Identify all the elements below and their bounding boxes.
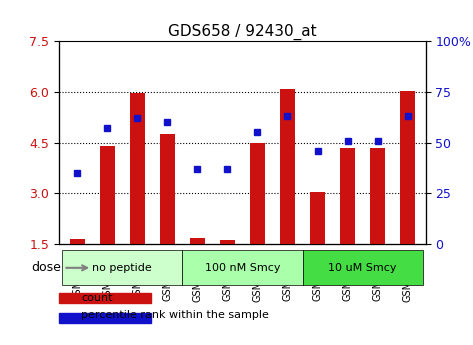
- Bar: [400, 91, 415, 244]
- Bar: [130, 93, 145, 244]
- Text: 10 uM Smcy: 10 uM Smcy: [328, 263, 397, 273]
- Text: 100 nM Smcy: 100 nM Smcy: [205, 263, 280, 273]
- FancyBboxPatch shape: [62, 250, 182, 285]
- Title: GDS658 / 92430_at: GDS658 / 92430_at: [168, 24, 317, 40]
- Text: count: count: [81, 293, 113, 303]
- Bar: [220, 240, 235, 244]
- Bar: [100, 146, 115, 244]
- Bar: [280, 89, 295, 244]
- Bar: [250, 142, 265, 244]
- Bar: [310, 191, 325, 244]
- Bar: [59, 293, 151, 303]
- Bar: [160, 134, 175, 244]
- Bar: [190, 238, 205, 244]
- FancyBboxPatch shape: [182, 250, 303, 285]
- Bar: [59, 313, 151, 323]
- Bar: [340, 148, 355, 244]
- Text: percentile rank within the sample: percentile rank within the sample: [81, 310, 269, 320]
- FancyBboxPatch shape: [303, 250, 423, 285]
- Bar: [370, 148, 385, 244]
- Bar: [70, 239, 85, 244]
- Text: dose: dose: [31, 261, 87, 274]
- Text: no peptide: no peptide: [92, 263, 152, 273]
